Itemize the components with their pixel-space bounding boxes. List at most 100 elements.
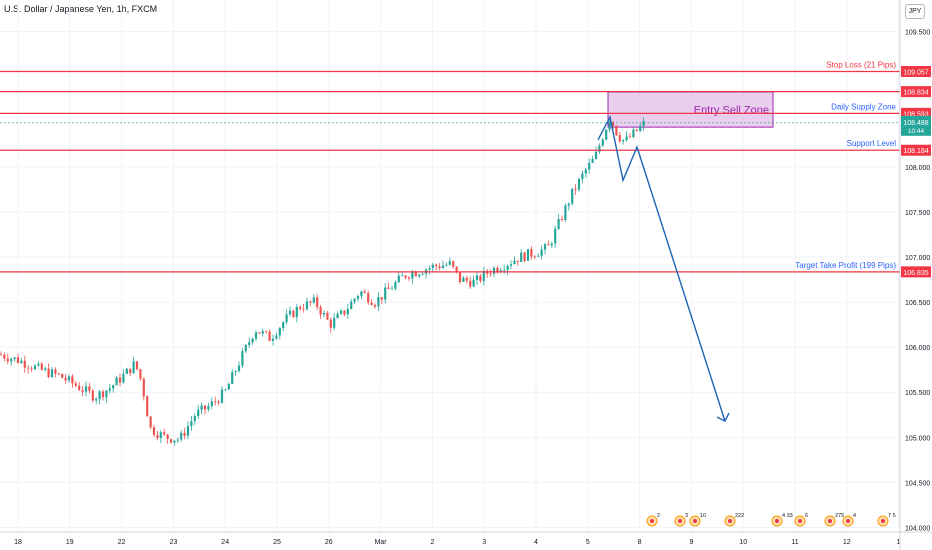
candle-body — [377, 297, 380, 307]
candle-body — [13, 357, 16, 359]
level-price-label: 106.835 — [903, 270, 928, 277]
candle-body — [74, 383, 77, 386]
candle-body — [452, 261, 455, 267]
candle-body — [584, 169, 587, 174]
candle-body — [27, 367, 30, 369]
candle-body — [591, 159, 594, 163]
candle-body — [20, 360, 23, 363]
candle-body — [353, 298, 356, 302]
x-tick-label: 2 — [430, 539, 434, 546]
candle-body — [367, 292, 370, 303]
candle-body — [33, 365, 37, 370]
candle-body — [166, 434, 169, 440]
candle-body — [173, 440, 176, 443]
event-flag-dot — [828, 519, 832, 523]
candle-body — [455, 266, 458, 272]
candle-body — [180, 432, 183, 440]
candle-body — [339, 310, 343, 314]
candle-body — [356, 295, 360, 299]
event-flag-dot — [846, 519, 850, 523]
candle-body — [611, 121, 615, 126]
candle-body — [169, 439, 173, 443]
candle-body — [132, 361, 135, 374]
x-tick-label: 19 — [66, 539, 74, 546]
currency-button[interactable]: JPY — [905, 4, 925, 19]
candle-body — [237, 365, 241, 372]
candle-body — [37, 363, 40, 366]
candle-body — [220, 389, 224, 403]
candle-body — [271, 338, 275, 341]
candle-body — [312, 297, 315, 303]
candle-body — [295, 307, 298, 318]
level-price-label: 108.184 — [903, 148, 928, 155]
event-count: 222 — [735, 513, 744, 519]
candle-body — [67, 376, 71, 381]
level-price-tag — [901, 66, 931, 78]
candle-body — [550, 243, 553, 246]
candle-body — [254, 332, 258, 339]
horizontal-levels: Stop Loss (21 Pips) 109.057 108.834 Daily S… — [0, 61, 931, 278]
candle-body — [200, 405, 203, 410]
entry-sell-zone — [607, 91, 774, 128]
candle-body — [574, 188, 577, 190]
candle-body — [6, 358, 9, 362]
candle-body — [122, 373, 125, 383]
candle-body — [186, 426, 190, 436]
candle-body — [543, 244, 547, 250]
candle-body — [421, 273, 424, 275]
candle-body — [159, 432, 162, 439]
candle-body — [149, 416, 152, 428]
candle-body — [407, 277, 411, 279]
symbol-title: U.S. Dollar / Japanese Yen, 1h, FXCM — [4, 4, 158, 14]
event-flag-dot — [678, 519, 682, 523]
candle-body — [275, 335, 278, 339]
candle-body — [350, 301, 353, 310]
level-price-label: 108.834 — [903, 90, 928, 97]
x-tick-label: 24 — [221, 539, 229, 546]
candle-body — [57, 373, 60, 375]
x-tick-label: 25 — [273, 539, 281, 546]
candle-body — [278, 328, 281, 336]
candle-body — [309, 301, 312, 303]
x-tick-label: 8 — [638, 539, 642, 546]
candle-body — [64, 377, 67, 381]
candle-body — [560, 219, 564, 220]
event-count: 6 — [805, 513, 808, 519]
candle-body — [10, 358, 13, 362]
y-tick-label: 104.000 — [905, 525, 930, 532]
candle-body — [598, 145, 601, 152]
candle-body — [81, 390, 84, 392]
candle-body — [88, 386, 91, 391]
candle-body — [265, 331, 268, 332]
candle-body — [54, 369, 57, 374]
candle-body — [129, 368, 132, 374]
candle-body — [475, 275, 479, 280]
candle-body — [101, 391, 105, 398]
y-tick-label: 105.500 — [905, 390, 930, 397]
candle-body — [227, 383, 230, 390]
candle-body — [588, 162, 591, 170]
candle-body — [581, 173, 584, 179]
candle-body — [594, 151, 598, 160]
candle-body — [71, 376, 74, 384]
candle-body — [95, 399, 98, 401]
candle-body — [557, 219, 560, 229]
candle-body — [112, 385, 115, 389]
candle-body — [193, 416, 196, 422]
event-count: 275 — [835, 513, 844, 519]
candle-body — [156, 434, 159, 439]
x-tick-label: 5 — [586, 539, 590, 546]
candle-body — [98, 391, 101, 400]
event-count: 3 — [685, 513, 688, 519]
candle-body — [197, 409, 200, 417]
candle-body — [635, 129, 638, 131]
candle-body — [499, 270, 502, 272]
candle-body — [282, 322, 285, 329]
y-tick-label: 107.000 — [905, 255, 930, 262]
candle-body — [135, 361, 139, 370]
candle-body — [509, 264, 513, 266]
level-label: Daily Supply Zone — [831, 102, 896, 111]
event-count: 4 — [853, 513, 856, 519]
event-count: 7 5 — [888, 513, 896, 519]
